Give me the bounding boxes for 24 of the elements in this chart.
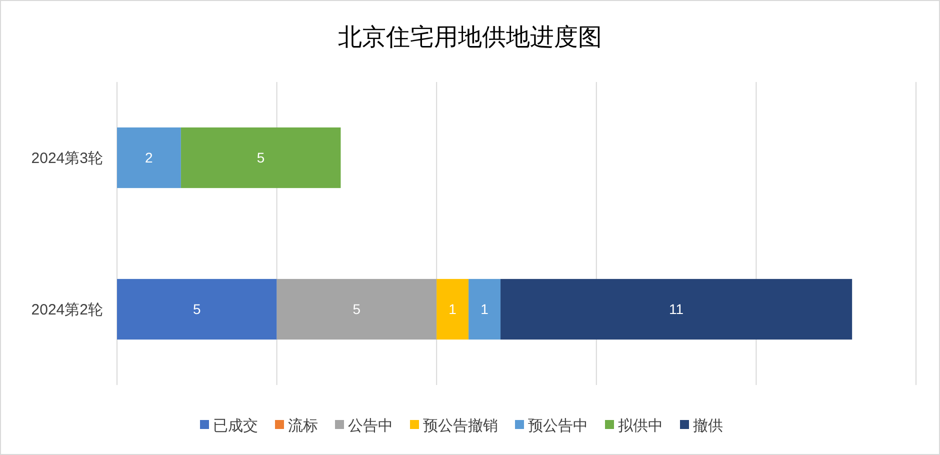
data-label: 5 bbox=[352, 301, 361, 318]
bar bbox=[276, 278, 437, 340]
data-label: 5 bbox=[193, 301, 201, 318]
data-label: 1 bbox=[480, 301, 489, 318]
legend-label: 已成交 bbox=[213, 417, 258, 434]
y-tick-label: 2024第3轮 bbox=[31, 150, 103, 167]
bar bbox=[180, 127, 341, 188]
data-label: 11 bbox=[669, 301, 684, 318]
bar bbox=[500, 278, 852, 340]
data-label: 1 bbox=[448, 301, 457, 318]
legend-label: 撤供 bbox=[693, 417, 723, 434]
bar bbox=[436, 278, 469, 340]
chart-title: 北京住宅用地供地进度图 bbox=[338, 24, 602, 51]
legend-label: 流标 bbox=[288, 417, 318, 434]
legend-label: 预公告中 bbox=[528, 417, 588, 434]
bar bbox=[117, 278, 277, 340]
bar bbox=[117, 127, 181, 188]
bar bbox=[468, 278, 501, 340]
legend-label: 拟供中 bbox=[618, 417, 663, 434]
legend-label: 预公告撤销 bbox=[423, 417, 498, 434]
legend-label: 公告中 bbox=[348, 417, 393, 434]
y-tick-label: 2024第2轮 bbox=[31, 302, 103, 318]
data-label: 5 bbox=[256, 150, 265, 166]
data-label: 2 bbox=[145, 150, 154, 166]
